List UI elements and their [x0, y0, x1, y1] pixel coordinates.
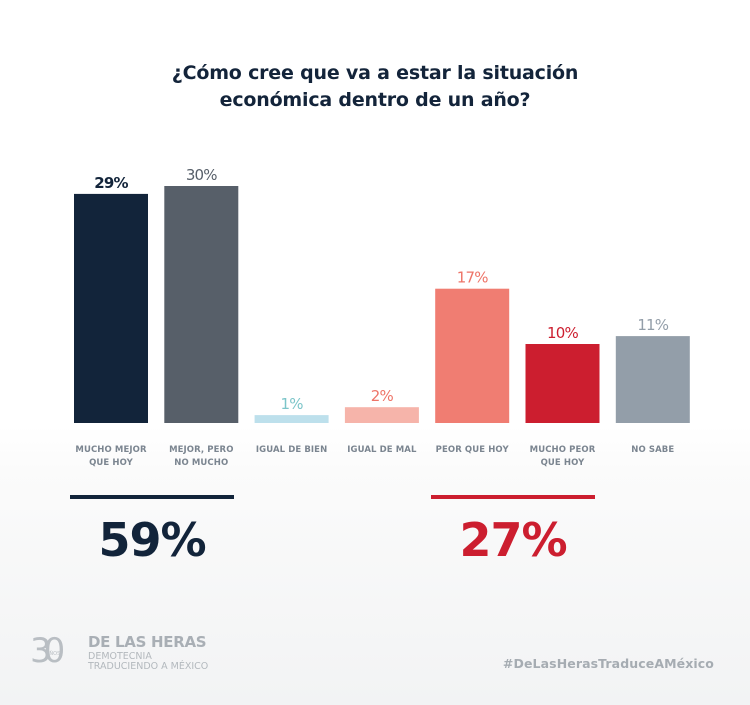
- value-label-2: 1%: [280, 395, 303, 413]
- category-label-1: MEJOR, PERO NO MUCHO: [151, 444, 251, 470]
- value-label-4: 17%: [457, 269, 488, 287]
- category-label-line: NO SABE: [631, 445, 675, 455]
- bar-6: [615, 336, 690, 423]
- value-label-0: 29%: [94, 174, 128, 192]
- category-label-6: NO SABE: [603, 444, 703, 457]
- category-label-line: PEOR QUE HOY: [435, 445, 509, 455]
- category-label-line: IGUAL DE BIEN: [255, 445, 328, 455]
- de-las-heras-logo: 30 AÑOS DE LAS HERAS DEMOTECNIA TRADUCIE…: [30, 631, 250, 674]
- category-label-line: IGUAL DE MAL: [347, 445, 417, 455]
- category-label-3: IGUAL DE MAL: [332, 444, 432, 457]
- category-label-line: MUCHO PEOR: [529, 445, 596, 455]
- bar-chart: 29% 30% 1% 2% 17% 10% 11%: [74, 166, 690, 423]
- chart-title-line-2: económica dentro de un año?: [219, 89, 531, 111]
- category-label-line: QUE HOY: [89, 458, 133, 468]
- category-label-line: QUE HOY: [540, 458, 585, 468]
- logo-anos: AÑOS: [46, 651, 61, 657]
- positive-summary-value: 59%: [98, 513, 206, 567]
- value-label-3: 2%: [371, 387, 394, 405]
- value-label-1: 30%: [186, 166, 217, 184]
- category-label-line: MUCHO MEJOR: [75, 445, 147, 455]
- bar-3: [344, 407, 419, 423]
- category-label-2: IGUAL DE BIEN: [242, 444, 342, 457]
- logo-sub-demotecnia: DEMOTECNIA: [88, 651, 152, 662]
- category-label-5: MUCHO PEOR QUE HOY: [513, 444, 613, 470]
- value-label-5: 10%: [547, 324, 578, 342]
- bar-5: [525, 344, 600, 423]
- bar-0: [74, 193, 148, 423]
- value-label-6: 11%: [637, 316, 668, 334]
- bar-2: [254, 415, 329, 423]
- positive-summary-line: [70, 495, 234, 499]
- category-label-0: MUCHO MEJOR QUE HOY: [61, 444, 161, 470]
- category-label-line: NO MUCHO: [174, 458, 229, 468]
- negative-summary-value: 27%: [459, 513, 567, 567]
- logo-name: DE LAS HERAS: [88, 633, 207, 651]
- bar-1: [164, 186, 239, 423]
- logo-sub-tagline: TRADUCIENDO A MÉXICO: [88, 661, 209, 672]
- hashtag: #DeLasHerasTraduceAMéxico: [502, 656, 714, 671]
- chart-title: ¿Cómo cree que va a estar la situación e…: [0, 60, 750, 114]
- bar-4: [435, 288, 510, 423]
- chart-title-line-1: ¿Cómo cree que va a estar la situación: [171, 62, 579, 84]
- category-label-4: PEOR QUE HOY: [422, 444, 522, 457]
- negative-summary-line: [431, 495, 595, 499]
- category-label-line: MEJOR, PERO: [169, 445, 234, 455]
